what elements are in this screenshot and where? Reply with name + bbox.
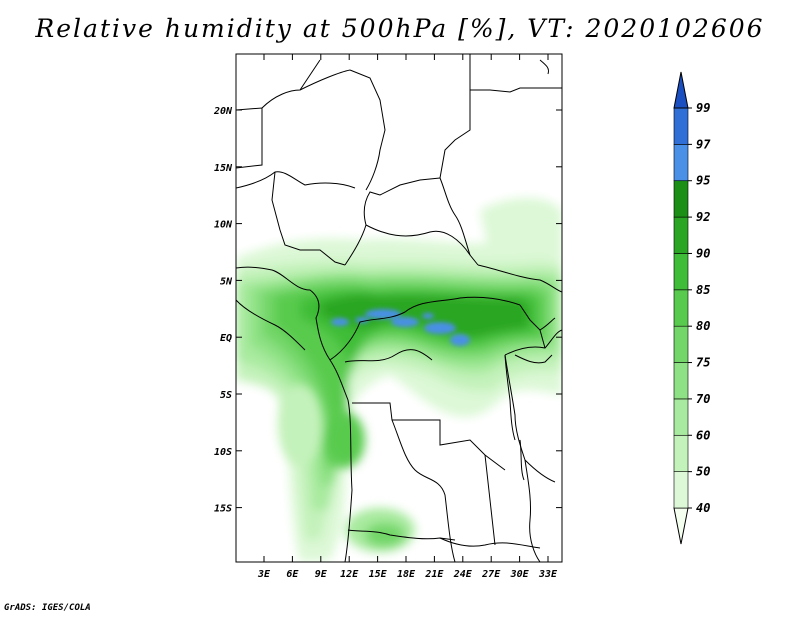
colorbar-label: 95 (696, 174, 710, 188)
map-frame (235, 53, 563, 563)
colorbar-bin (673, 325, 689, 363)
country-boundaries (236, 54, 562, 562)
lon-tick-label: 9E (315, 569, 328, 580)
lon-tick-label: 3E (257, 569, 271, 580)
colorbar-label: 85 (696, 283, 710, 297)
lat-tick-label: 10N (214, 220, 233, 231)
colorbar-label: 97 (696, 137, 711, 151)
colorbar-label: 50 (696, 465, 710, 479)
lat-tick-label: 15S (214, 504, 232, 515)
lon-tick-label: 24E (453, 569, 473, 580)
lon-tick-label: 12E (340, 569, 359, 580)
lat-tick-label: 5N (220, 276, 233, 287)
colorbar-bin (673, 289, 689, 327)
lon-tick-label: 30E (510, 569, 530, 580)
lat-tick-label: 15N (214, 163, 233, 174)
colorbar-bin (673, 362, 689, 400)
colorbar-bin (673, 71, 689, 109)
lon-tick-label: 33E (538, 569, 558, 580)
lat-tick-label: EQ (220, 333, 232, 344)
colorbar-bin (673, 216, 689, 254)
colorbar-label: 90 (696, 246, 710, 260)
colorbar-bin (673, 180, 689, 218)
colorbar-bin (673, 471, 689, 509)
lon-tick-label: 21E (424, 569, 444, 580)
colorbar-label: 80 (696, 319, 710, 333)
colorbar-label: 70 (696, 392, 710, 406)
colorbar-label: 40 (696, 501, 710, 515)
lat-tick-label: 5S (220, 390, 232, 401)
colorbar-bin (673, 507, 689, 545)
colorbar-label: 99 (696, 101, 710, 115)
colorbar-bin (673, 434, 689, 472)
lon-tick-label: 18E (397, 569, 416, 580)
colorbar-label: 92 (696, 210, 710, 224)
humidity-field (236, 198, 562, 562)
credit-text: GrADS: IGES/COLA (4, 603, 91, 613)
colorbar-label: 75 (696, 356, 710, 370)
colorbar-bin (673, 398, 689, 436)
colorbar-bin (673, 144, 689, 182)
latitude-ticks: 20N 15N 10N 5N EQ 5S 10S 15S (213, 106, 562, 515)
colorbar-bin (673, 107, 689, 145)
colorbar-bin (673, 253, 689, 291)
lat-tick-label: 20N (213, 106, 233, 117)
longitude-ticks: 3E 6E 9E 12E 15E 18E 21E 24E 27E 30E 33E (257, 54, 558, 580)
lon-tick-label: 6E (286, 569, 299, 580)
colorbar-label: 60 (696, 428, 710, 442)
lon-tick-label: 15E (369, 569, 388, 580)
chart-title: Relative humidity at 500hPa [%], VT: 202… (35, 14, 765, 43)
lon-tick-label: 27E (481, 569, 501, 580)
lat-tick-label: 10S (214, 447, 232, 458)
colorbar: 40 50 60 70 75 80 85 90 92 95 97 99 (673, 71, 711, 545)
